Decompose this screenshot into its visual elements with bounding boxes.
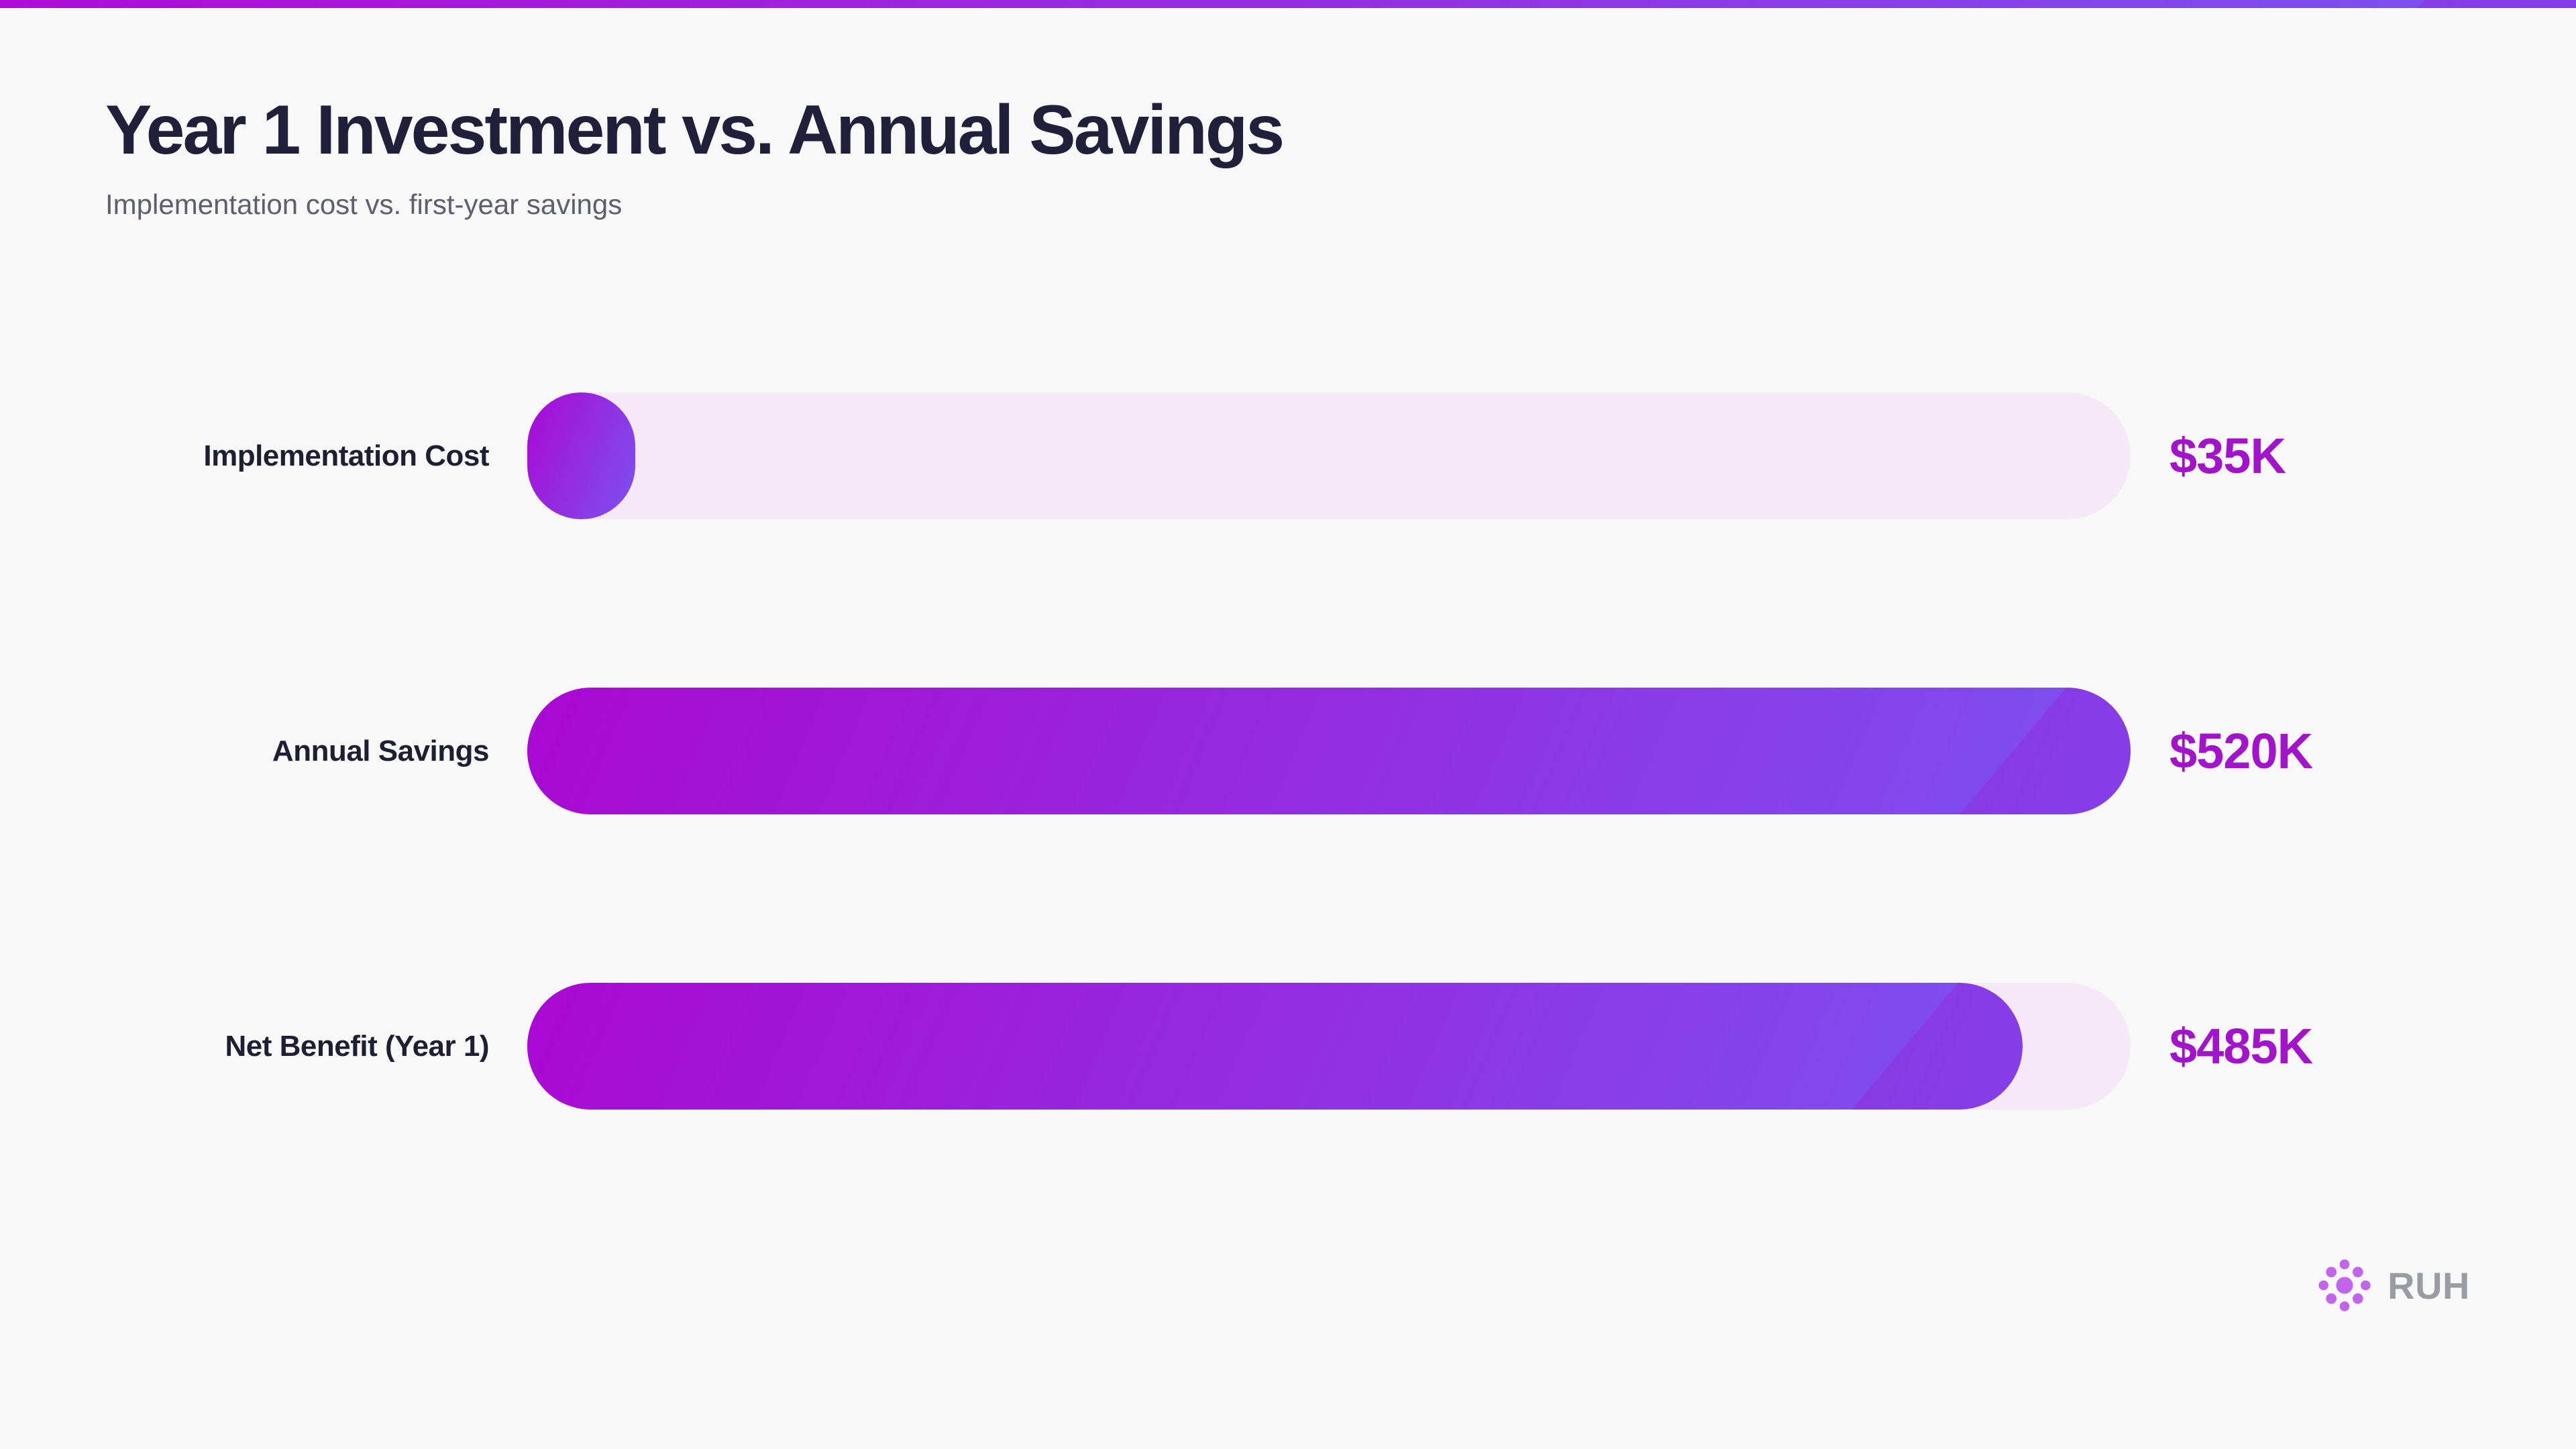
bar-fill — [527, 688, 2131, 815]
bar-value: $485K — [2169, 1018, 2313, 1075]
brand-name: RUH — [2387, 1264, 2470, 1307]
bar-track — [527, 392, 2131, 520]
bar-label: Net Benefit (Year 1) — [225, 1029, 490, 1063]
page-subtitle: Implementation cost vs. first-year savin… — [105, 189, 623, 221]
bar-value: $520K — [2169, 723, 2313, 780]
bar-chart: Implementation Cost $35K Annual Savings … — [105, 392, 2469, 1110]
bar-track — [527, 688, 2131, 815]
bar-label: Implementation Cost — [203, 439, 489, 472]
bar-fill — [527, 983, 2023, 1110]
bar-track — [527, 983, 2131, 1110]
bar-row: Net Benefit (Year 1) $485K — [105, 983, 2469, 1110]
page-title: Year 1 Investment vs. Annual Savings — [105, 91, 1285, 169]
bar-row: Implementation Cost $35K — [105, 392, 2469, 520]
bar-row: Annual Savings $520K — [105, 688, 2469, 815]
bar-label: Annual Savings — [272, 734, 490, 767]
dots-burst-icon — [2318, 1259, 2371, 1311]
page-content: Year 1 Investment vs. Annual Savings Imp… — [105, 8, 2469, 1110]
bar-fill — [527, 392, 635, 520]
bar-value: $35K — [2169, 428, 2286, 484]
top-accent-bar — [0, 0, 2576, 8]
brand-logo: RUH — [2312, 1253, 2470, 1318]
